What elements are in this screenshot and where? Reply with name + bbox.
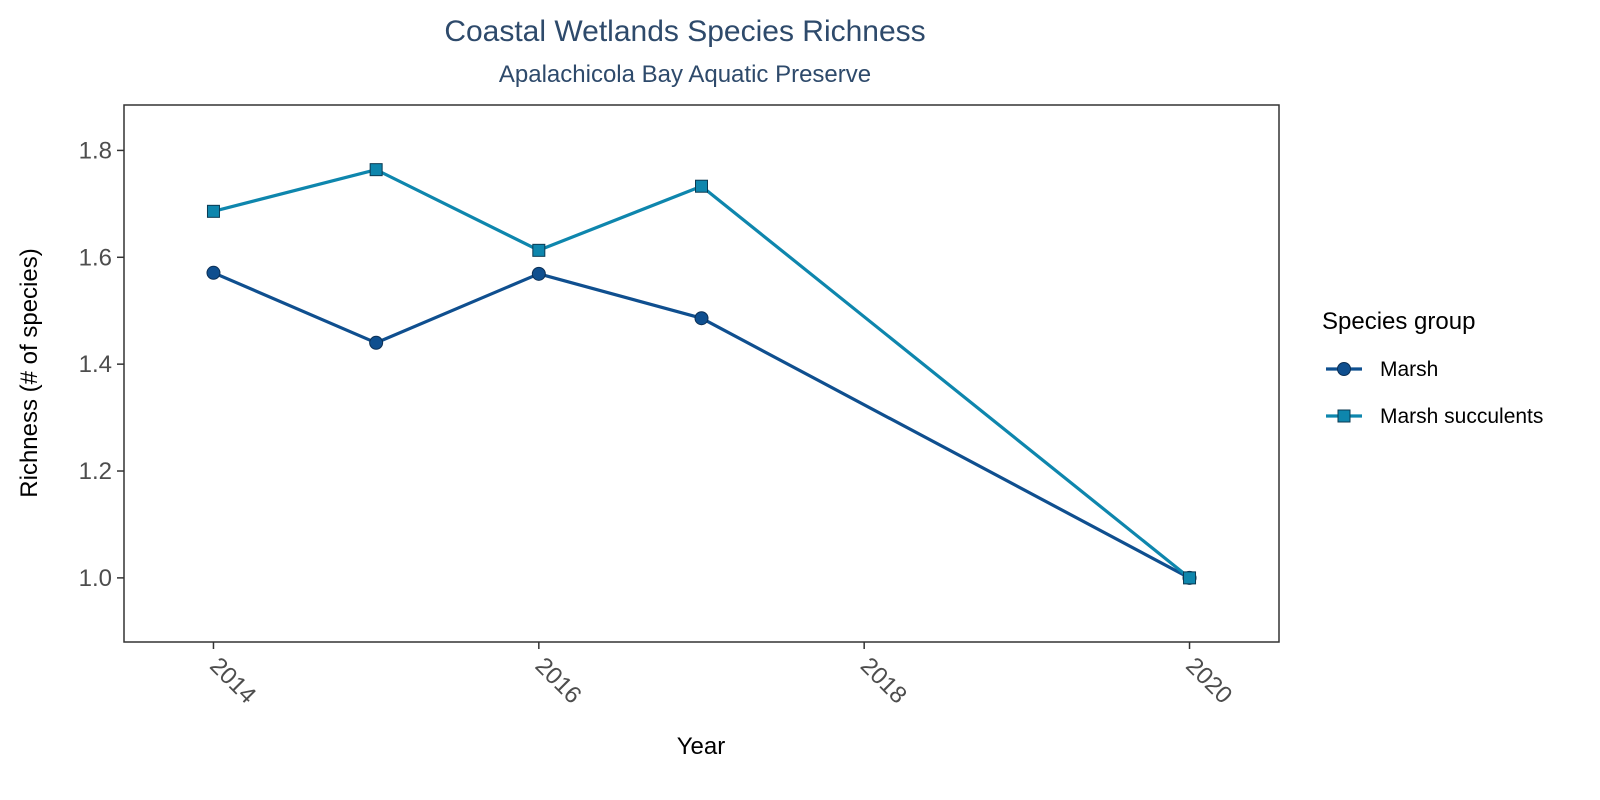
marsh-succulents-point bbox=[695, 179, 708, 193]
y-tick-label: 1.4 bbox=[79, 351, 112, 378]
y-tick-label: 1.0 bbox=[79, 565, 112, 592]
chart-subtitle: Apalachicola Bay Aquatic Preserve bbox=[499, 61, 871, 88]
marsh-succulents-point bbox=[206, 204, 220, 218]
x-tick-label: 2014 bbox=[204, 652, 261, 709]
marsh-succulents-point bbox=[369, 163, 383, 177]
marsh-point bbox=[206, 265, 221, 280]
plot-panel-border bbox=[123, 104, 1280, 643]
legend-label-marsh-succulents: Marsh succulents bbox=[1380, 405, 1543, 428]
y-axis-title: Richness (# of species) bbox=[16, 248, 43, 497]
x-tick-label: 2016 bbox=[530, 652, 587, 709]
axes: 1.0 1.2 1.4 1.6 1.8 2014 2016 2018 2020 bbox=[79, 137, 1238, 709]
marsh-succulents-line bbox=[213, 168, 1191, 580]
legend-key-marker-marsh bbox=[1337, 362, 1351, 376]
y-tick-label: 1.8 bbox=[79, 137, 112, 164]
marsh-point bbox=[369, 335, 384, 350]
legend-title: Species group bbox=[1322, 308, 1475, 335]
chart-title: Coastal Wetlands Species Richness bbox=[444, 15, 925, 48]
series-layer bbox=[206, 163, 1197, 585]
marsh-point bbox=[531, 266, 546, 281]
legend: Marsh Marsh succulents bbox=[1326, 358, 1543, 428]
x-tick-label: 2018 bbox=[855, 652, 912, 709]
marsh-succulents-point bbox=[532, 243, 546, 257]
legend-key-marker-marsh-succulents bbox=[1337, 409, 1351, 423]
x-tick-label: 2020 bbox=[1180, 652, 1237, 709]
marsh-succulents-point bbox=[1183, 571, 1197, 585]
x-axis-title: Year bbox=[677, 733, 726, 760]
marsh-point bbox=[694, 311, 709, 326]
y-tick-label: 1.6 bbox=[79, 244, 112, 271]
y-tick-label: 1.2 bbox=[79, 458, 112, 485]
legend-label-marsh: Marsh bbox=[1380, 358, 1438, 381]
